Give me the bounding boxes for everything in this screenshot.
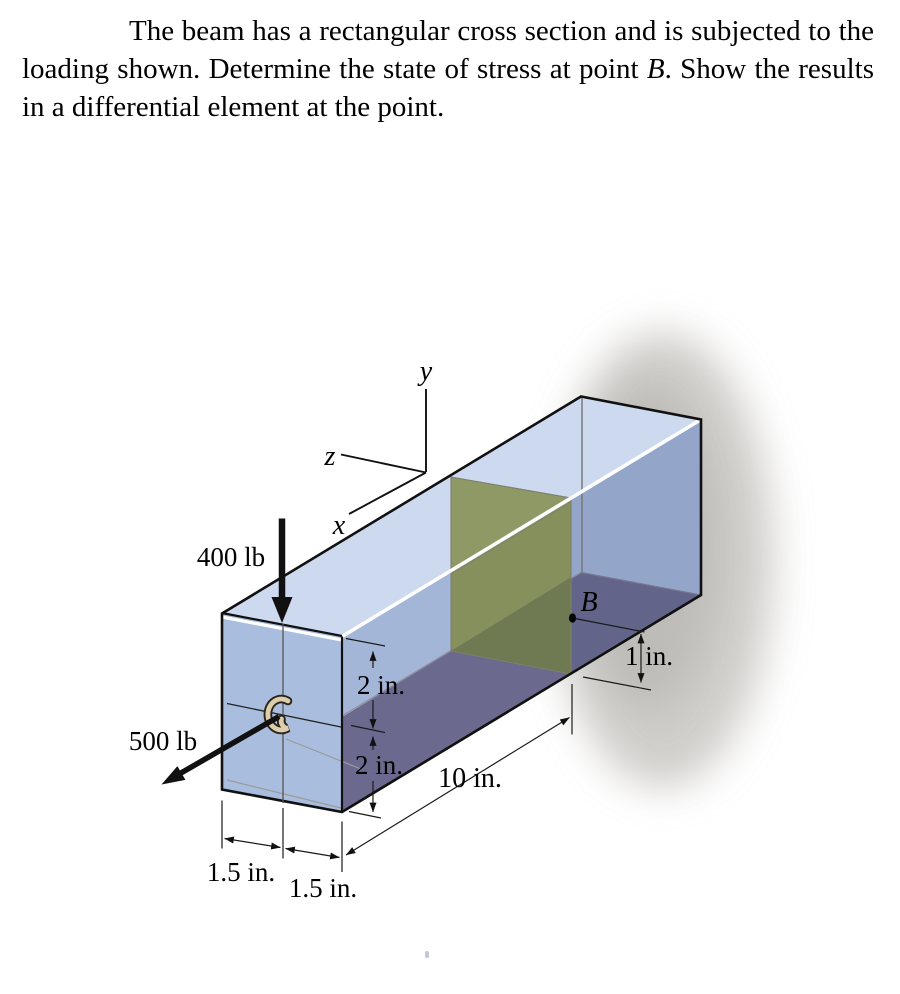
z-axis-label: z	[324, 441, 336, 472]
section-plane	[450, 476, 572, 675]
end-top-edge	[221, 611, 343, 638]
force-400-label: 400 lb	[197, 542, 265, 572]
end-top-edge-highlight	[221, 615, 343, 642]
mid-height-line	[226, 702, 342, 728]
problem-statement: The beam has a rectangular cross section…	[22, 12, 874, 126]
problem-point-label: B	[646, 53, 665, 85]
dim-10in-group: 10 in.	[345, 684, 573, 856]
force-500-label: 500 lb	[129, 726, 197, 756]
dim-1p5in-right-label: 1.5 in.	[289, 873, 357, 903]
force-500-arrowhead	[161, 766, 186, 785]
dimensions: 2 in. 2 in. 1.5 in. 1.5 in. 10 in. 1 in.	[207, 617, 673, 903]
scan-artifact	[425, 951, 429, 958]
front-top-edge-underline	[450, 501, 572, 575]
dim-1p5in-group: 1.5 in. 1.5 in.	[207, 800, 357, 903]
x-axis-line	[348, 471, 427, 515]
dim-10in-label: 10 in.	[438, 763, 502, 794]
z-axis-line	[340, 453, 427, 474]
problem-text-after: . Show the results in a differential ele…	[22, 53, 874, 123]
y-axis-label: y	[417, 356, 433, 387]
dim-1p5in-left-line	[224, 836, 281, 850]
beam-outer-outline	[220, 395, 703, 814]
dim-1in-group: 1 in.	[574, 617, 673, 691]
hook-body	[265, 696, 291, 733]
force-500: 500 lb	[129, 714, 281, 785]
coordinate-axes: y z x	[324, 356, 433, 541]
problem-text: The beam has a rectangular cross section…	[22, 12, 874, 126]
end-face-lines	[226, 624, 342, 803]
hook-icon	[263, 694, 293, 735]
front-top-edge-highlight	[341, 417, 702, 639]
dim-1in-ext-lower	[582, 676, 652, 691]
interior-end-bottom-edge	[580, 571, 702, 596]
dim-1in-label: 1 in.	[625, 641, 673, 671]
end-face-faint-line-2	[226, 779, 342, 809]
dim-1p5in-left-label: 1.5 in.	[207, 857, 275, 887]
force-400: 400 lb	[197, 518, 293, 623]
point-B-label: B	[580, 587, 597, 618]
force-500-shaft	[179, 714, 281, 776]
point-B: B	[568, 587, 598, 623]
beam-outline	[220, 395, 703, 814]
beam-end-face	[222, 613, 342, 812]
dim-2in-tick-top	[345, 637, 386, 647]
problem-text-before: The beam has a rectangular cross section…	[22, 15, 874, 85]
beam-highlight-edges	[221, 417, 702, 642]
dim-2in-tick-bottom	[348, 810, 382, 819]
section-plane-upper	[451, 477, 571, 570]
dim-2in-lower-label: 2 in.	[355, 750, 403, 780]
dim-1p5in-right-line	[285, 846, 340, 860]
dim-10in-line	[345, 716, 570, 856]
point-B-dot	[568, 613, 577, 623]
beam-far-segment-tint	[571, 419, 701, 674]
dim-1in-ext-upper	[574, 617, 645, 633]
force-400-arrowhead	[271, 597, 293, 623]
dim-2in-upper-label: 2 in.	[357, 670, 405, 700]
section-plane-middle	[451, 498, 571, 651]
section-plane-lower	[451, 577, 571, 674]
x-axis-label: x	[332, 510, 346, 541]
